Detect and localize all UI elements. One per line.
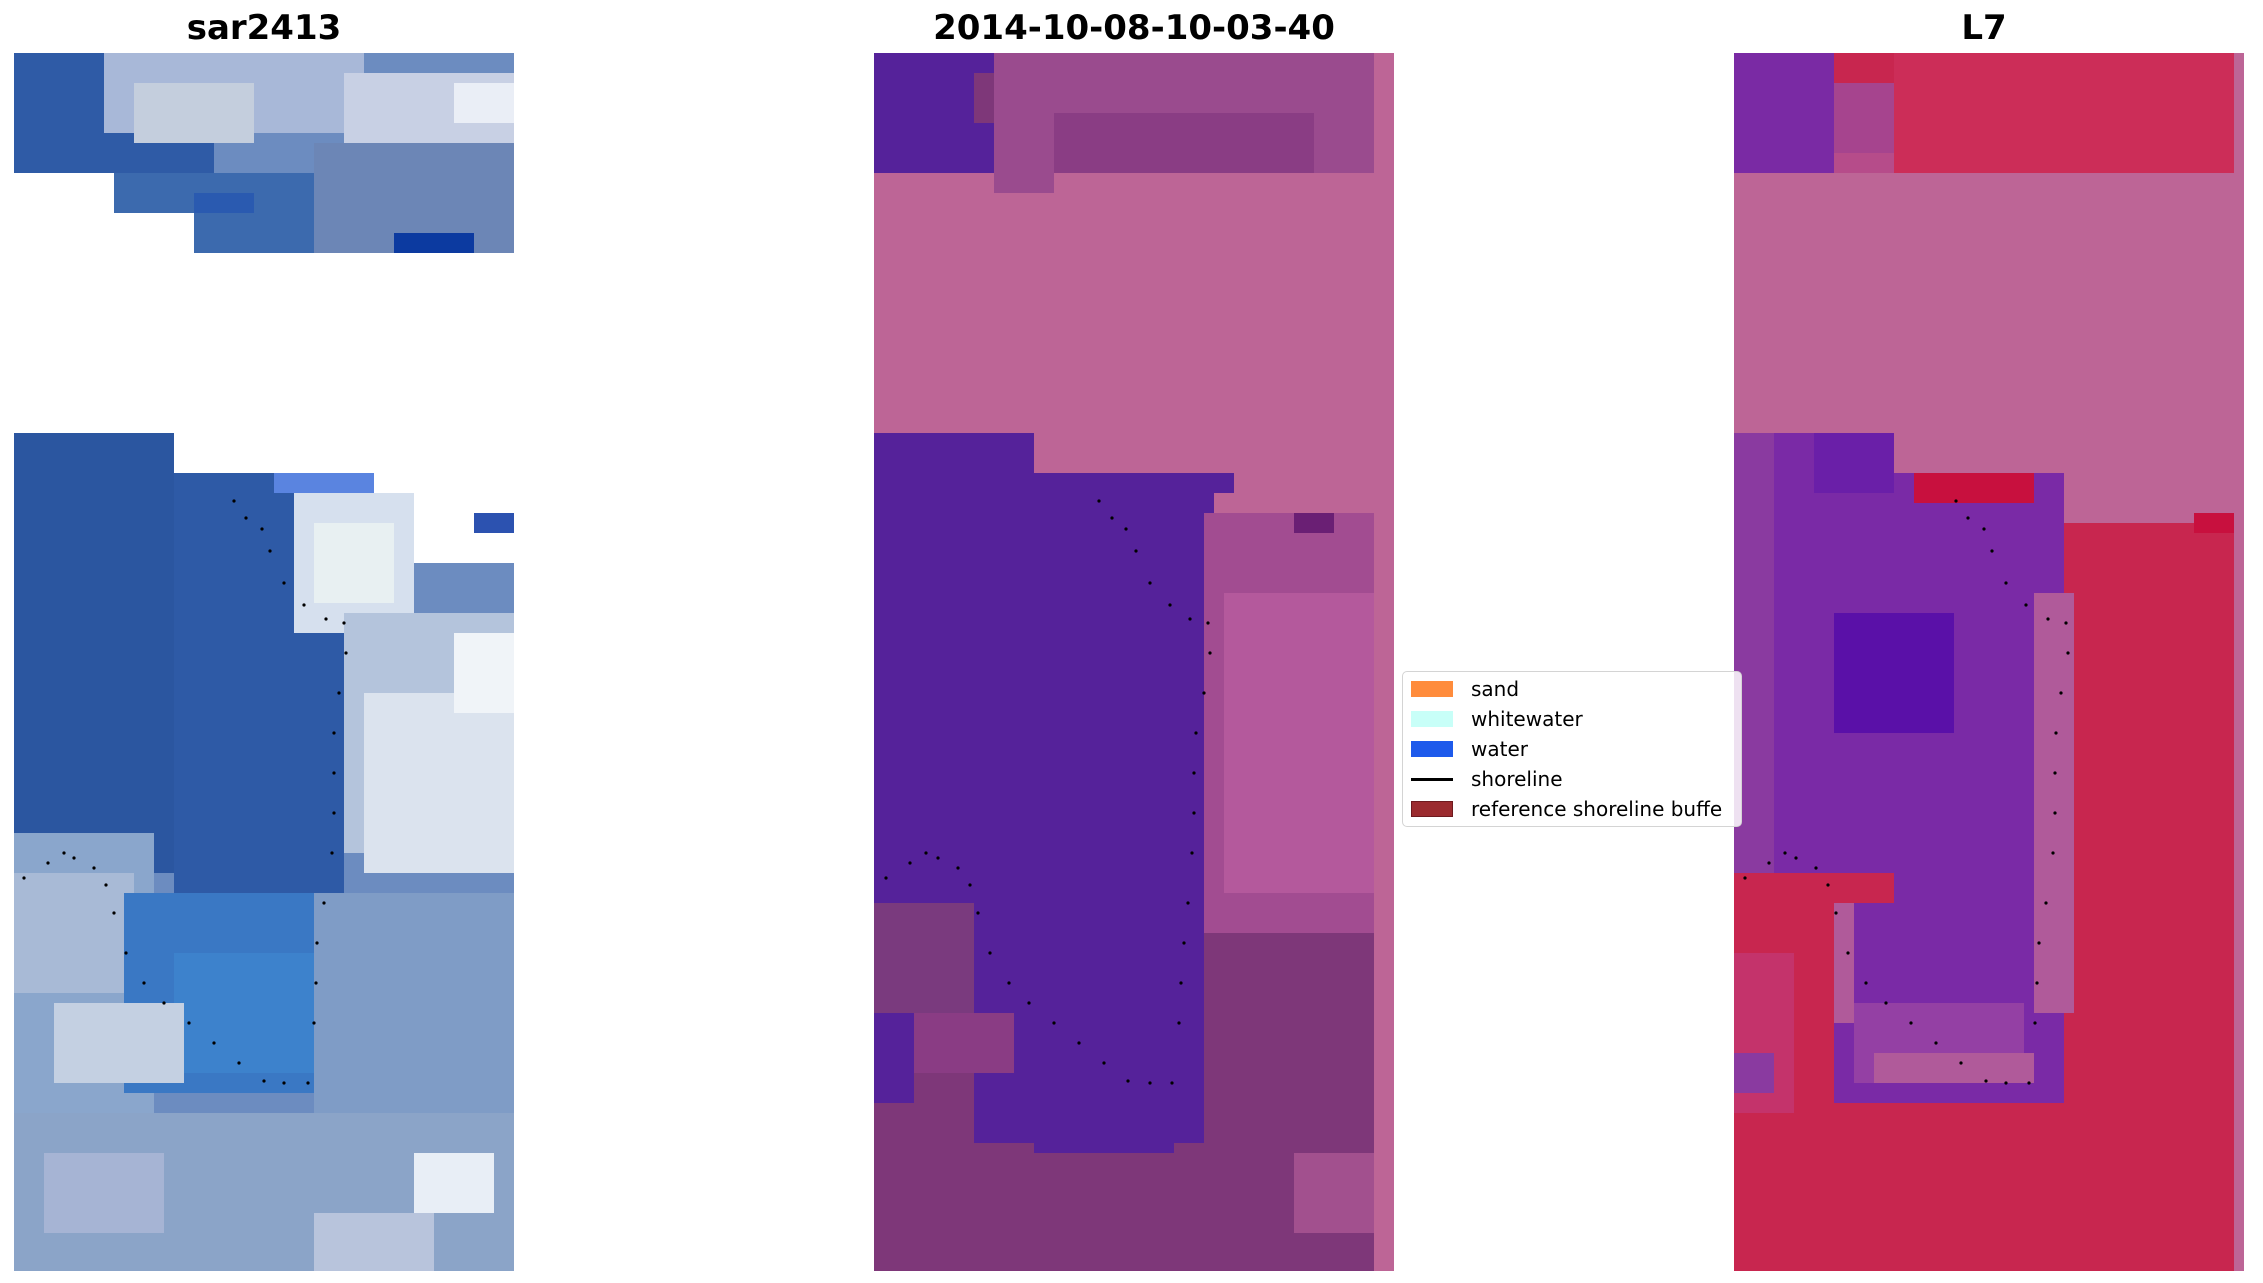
legend-label-reference-buffer: reference shoreline buffe: [1471, 797, 1723, 821]
classification-panel: [874, 53, 1394, 1271]
legend-label-shoreline: shoreline: [1471, 767, 1563, 791]
rgb-image: [14, 53, 514, 1271]
shoreline-dots: [884, 499, 1212, 1085]
shoreline-dots: [22, 499, 348, 1085]
legend-label-whitewater: whitewater: [1471, 707, 1583, 731]
water-swatch: [1411, 741, 1453, 757]
reference-buffer-swatch: [1411, 801, 1453, 817]
l7-index-panel: [1734, 53, 2244, 1271]
classified-image: [874, 53, 1394, 1271]
legend-item-whitewater: whitewater: [1411, 706, 1583, 732]
panel-title-mndwi: L7: [1961, 8, 2007, 48]
shoreline-dots: [1743, 499, 2070, 1085]
legend-item-water: water: [1411, 736, 1528, 762]
rgb-image-panel: [14, 53, 514, 1271]
whitewater-swatch: [1411, 711, 1453, 727]
panel-title-classification: 2014-10-08-10-03-40: [933, 8, 1335, 48]
legend: sand whitewater water shoreline referenc…: [1402, 671, 1742, 827]
sand-swatch: [1411, 681, 1453, 697]
legend-label-sand: sand: [1471, 677, 1520, 701]
panel-title-rgb: sar2413: [186, 8, 342, 48]
legend-item-sand: sand: [1411, 676, 1519, 702]
legend-label-water: water: [1471, 737, 1528, 761]
shoreline-line-swatch: [1411, 777, 1453, 781]
legend-item-reference-buffer: reference shoreline buffe: [1411, 796, 1722, 822]
legend-item-shoreline: shoreline: [1411, 766, 1563, 792]
l7-index-image: [1734, 53, 2244, 1271]
